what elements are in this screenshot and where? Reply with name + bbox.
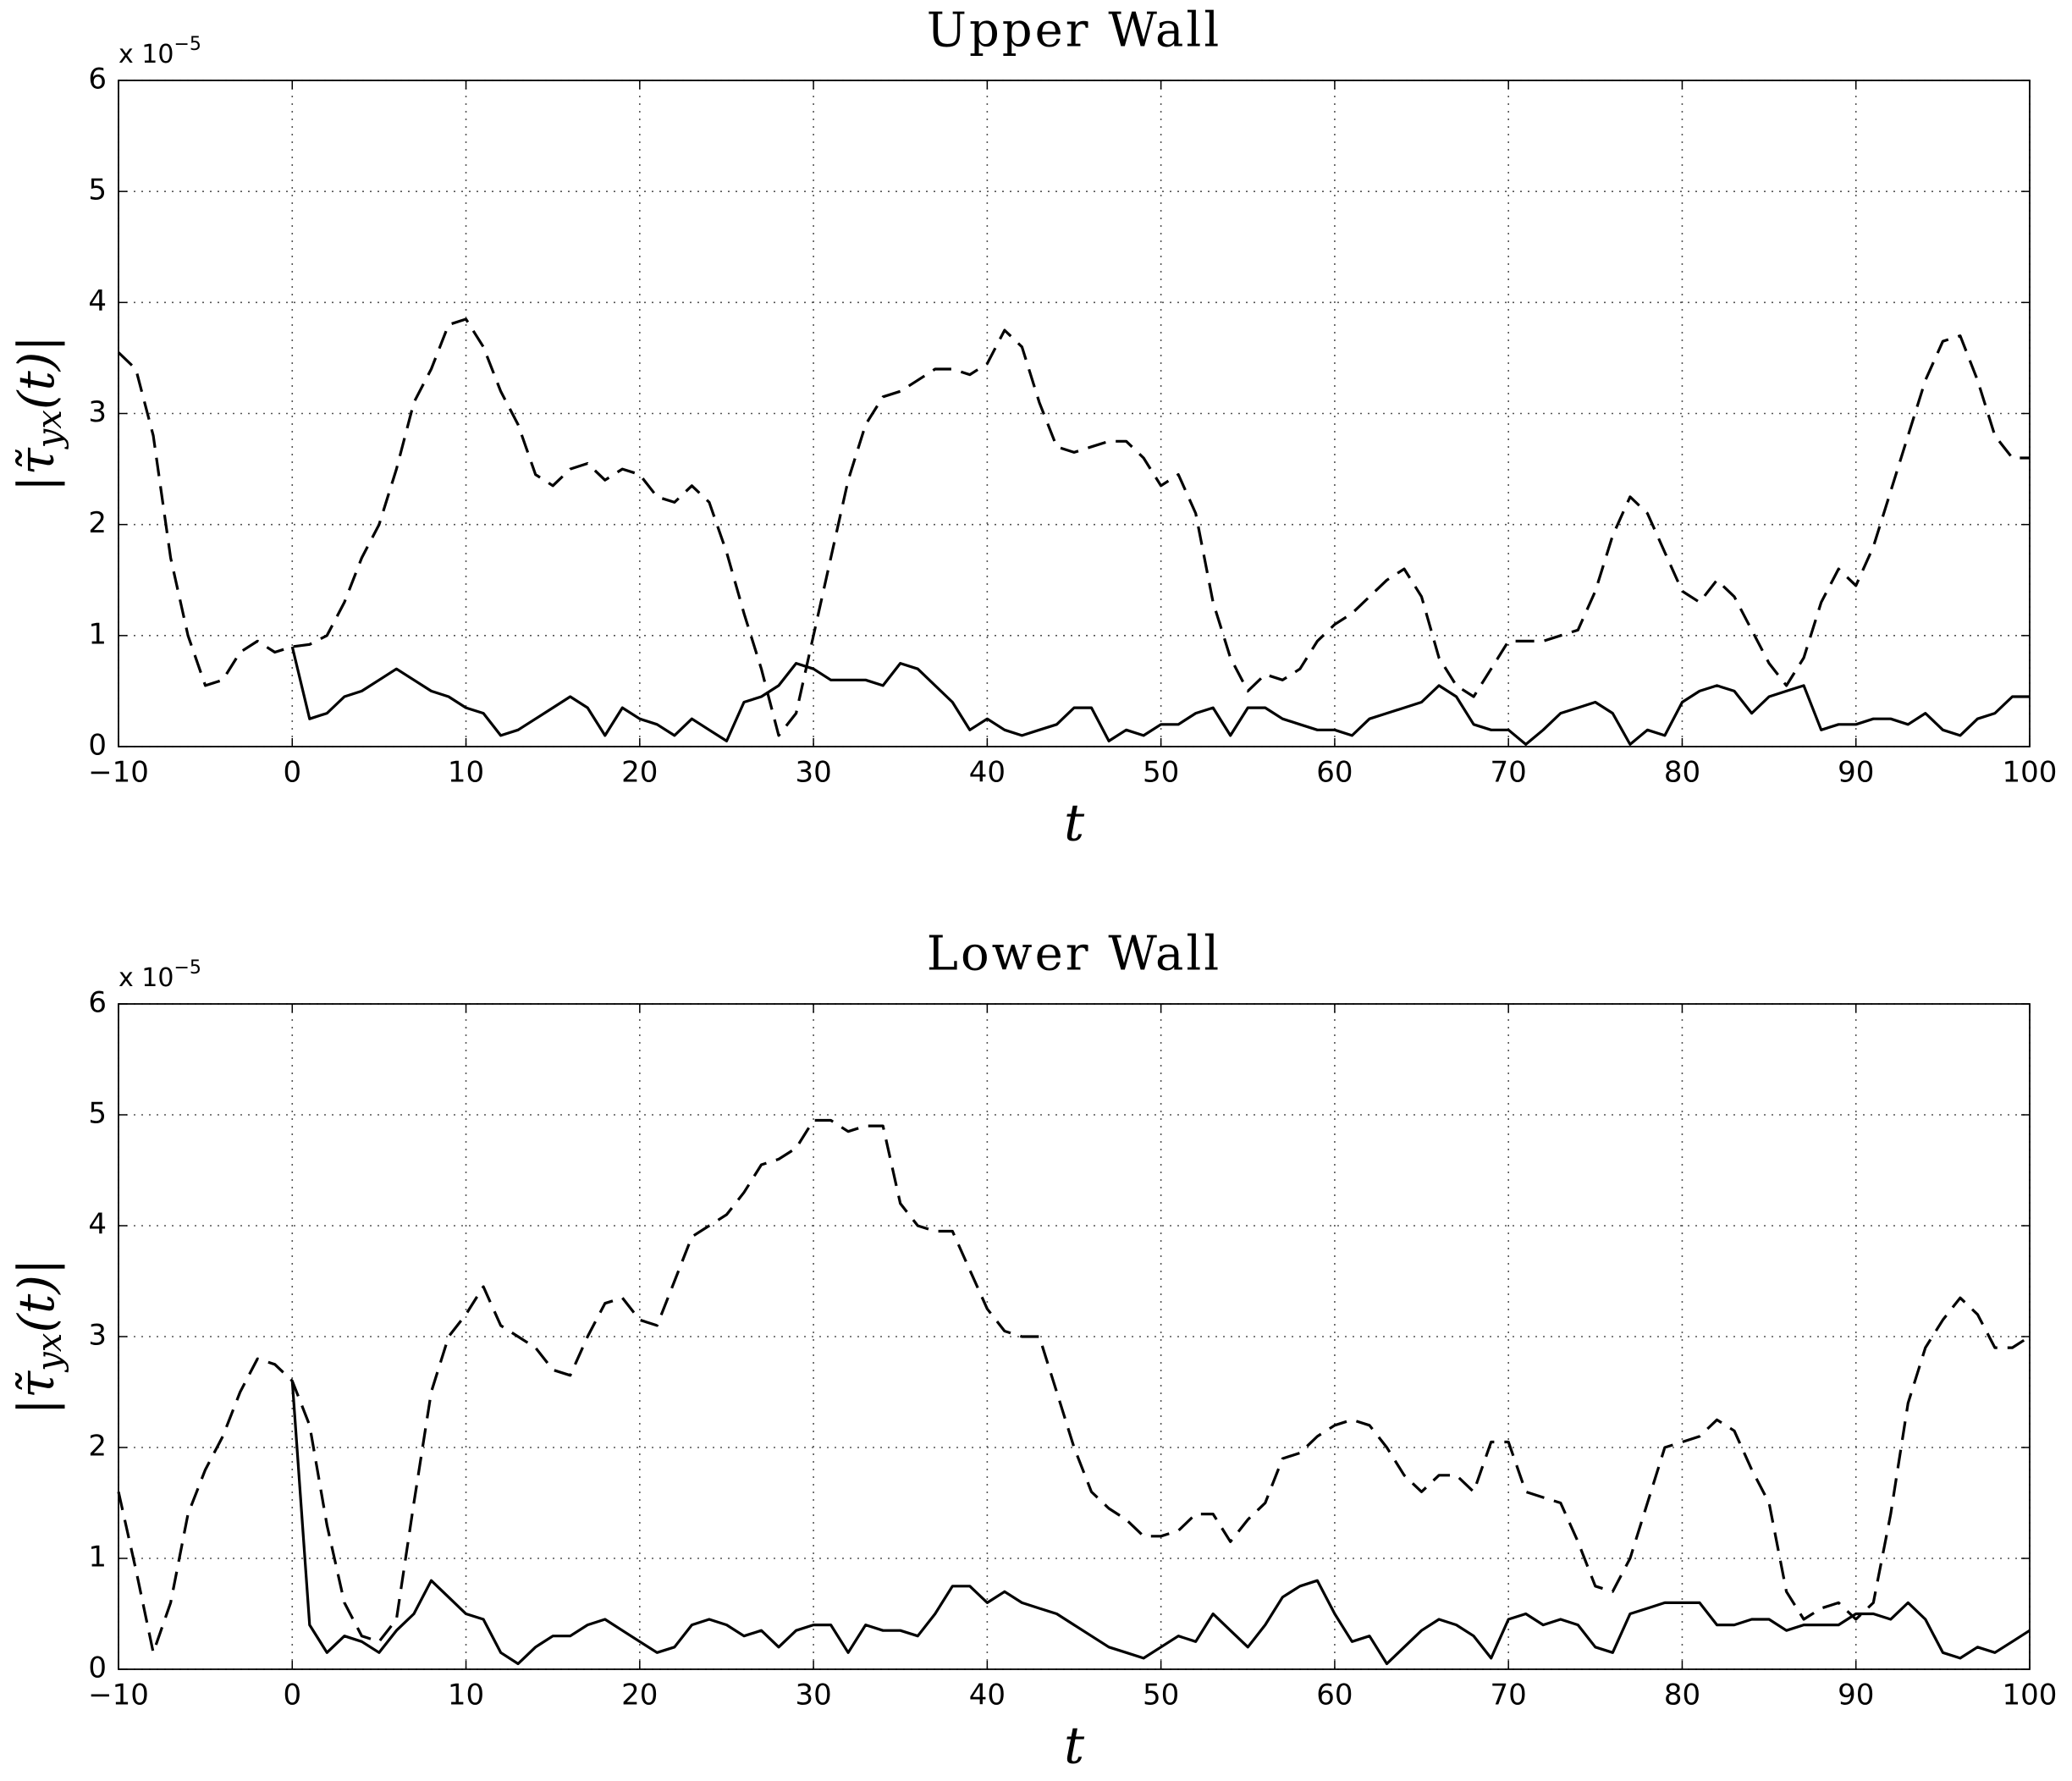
data-line [117,317,2030,737]
x-tick-label: 100 [2003,1679,2058,1712]
y-axis-label-part: (t)| [8,1259,65,1333]
x-tick-label: 70 [1491,1679,1527,1712]
y-tick-label: 2 [88,1430,107,1464]
x-tick-label: 80 [1664,1679,1700,1712]
x-tick-label: −10 [88,756,149,790]
y-axis-label-part: |τ̃ [8,447,65,492]
y-multiplier: x 10−5 [118,34,201,69]
x-tick-label: 90 [1838,756,1874,790]
x-tick-label: 80 [1664,756,1700,790]
y-tick-label: 1 [88,1541,107,1574]
y-multiplier: x 10−5 [118,957,201,993]
y-axis-label-subscript: yx [30,410,69,449]
y-multiplier-base: x 10 [118,963,174,993]
y-tick-label: 5 [88,174,107,207]
y-tick-label: 4 [88,284,107,318]
x-tick-label: 10 [448,756,484,790]
y-tick-label: 1 [88,617,107,651]
y-multiplier-exponent: −5 [174,34,201,55]
x-tick-label: 90 [1838,1679,1874,1712]
x-tick-label: 20 [621,756,658,790]
x-axis-label: t [1064,794,1085,853]
y-axis-label-part: |τ̃ [8,1370,65,1415]
y-axis-label: |τ̃yx(t)| [8,335,69,492]
y-tick-label: 5 [88,1097,107,1131]
y-tick-label: 0 [88,1651,107,1685]
data-line [117,1118,2031,1654]
plot-frame [118,1003,2031,1670]
x-tick-label: 10 [448,1679,484,1712]
y-tick-label: 3 [88,1319,107,1353]
x-tick-label: 40 [969,1679,1006,1712]
data-line [290,1381,2031,1666]
plot-frame [118,80,2031,747]
chart-title: Upper Wall [927,3,1222,58]
x-axis-label: t [1064,1717,1085,1776]
x-tick-label: 60 [1316,1679,1353,1712]
x-tick-label: 40 [969,756,1006,790]
data-line [290,646,2030,746]
x-tick-label: 0 [283,1679,301,1712]
x-tick-label: 50 [1143,756,1179,790]
x-tick-label: 30 [795,756,831,790]
x-tick-label: −10 [88,1679,149,1712]
x-tick-label: 60 [1316,756,1353,790]
y-tick-label: 3 [88,395,107,429]
x-tick-label: 50 [1143,1679,1179,1712]
y-tick-label: 6 [88,986,107,1020]
y-tick-label: 6 [88,63,107,96]
x-tick-label: 0 [283,756,301,790]
x-tick-label: 70 [1491,756,1527,790]
y-multiplier-exponent: −5 [174,957,201,979]
chart-title: Lower Wall [927,927,1221,982]
x-tick-label: 20 [621,1679,658,1712]
y-axis-label-subscript: yx [30,1333,69,1373]
y-tick-label: 0 [88,729,107,763]
y-tick-label: 2 [88,506,107,540]
y-axis-label: |τ̃yx(t)| [8,1259,69,1415]
x-tick-label: 30 [795,1679,831,1712]
y-tick-label: 4 [88,1208,107,1242]
x-tick-label: 100 [2003,756,2058,790]
y-multiplier-base: x 10 [118,40,174,69]
y-axis-label-part: (t)| [8,335,65,410]
